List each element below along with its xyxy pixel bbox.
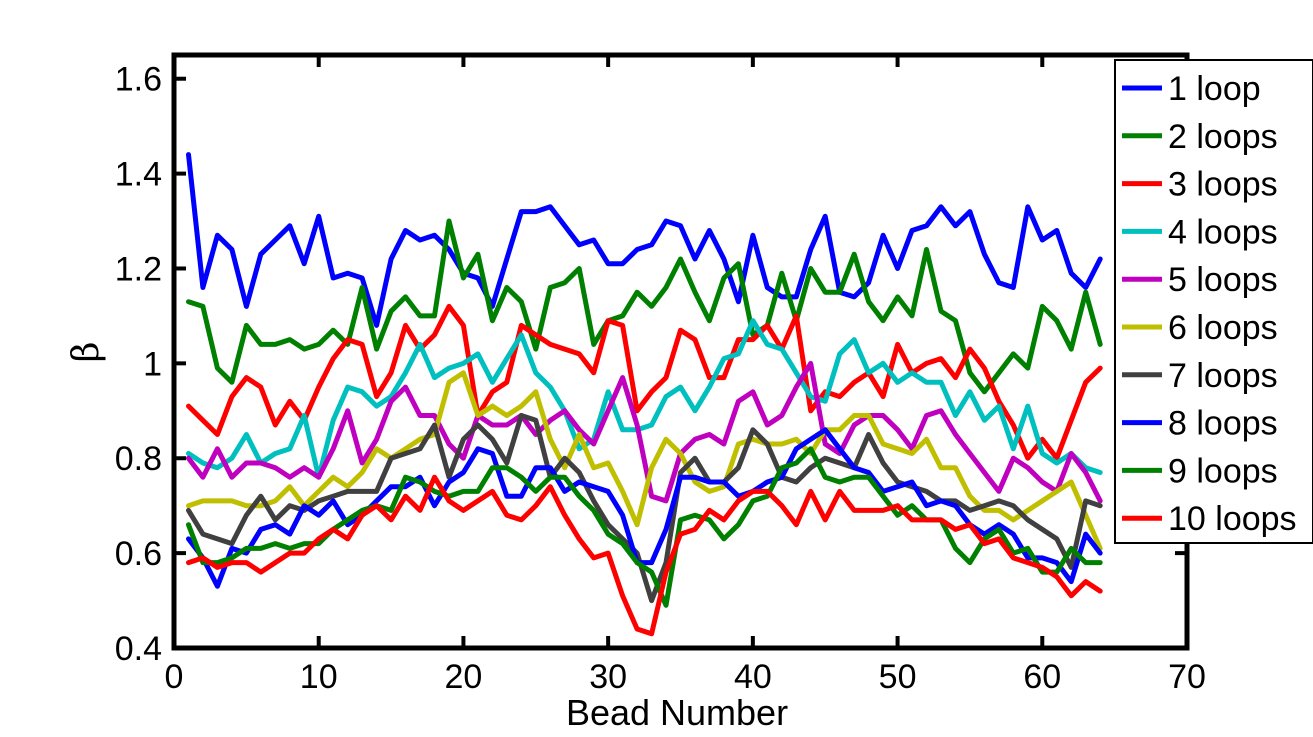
legend-label-7: 7 loops (1168, 357, 1278, 395)
x-tick-label: 50 (879, 658, 917, 696)
series-line-8 (186, 427, 1103, 589)
legend-label-5: 5 loops (1168, 261, 1278, 299)
y-tick-label: 1.6 (115, 61, 162, 99)
x-tick-label: 0 (165, 658, 184, 696)
legend-label-9: 9 loops (1168, 452, 1278, 490)
x-axis-label: Bead Number (566, 692, 788, 733)
tick-labels-layer: 0 10 20 30 40 50 60 70 0.4 0.6 0.8 1 1.2 1.4 1.6 (115, 61, 1206, 696)
x-tick-label: 40 (734, 658, 772, 696)
y-tick-label: 1 (143, 345, 162, 383)
legend-label-8: 8 loops (1168, 405, 1278, 443)
x-tick-label: 60 (1023, 658, 1061, 696)
y-axis-label: β (66, 342, 107, 363)
legend-box (1114, 59, 1313, 544)
series-line-6 (186, 370, 1103, 551)
series-line-1 (186, 152, 1103, 328)
y-tick-label: 1.2 (115, 250, 162, 288)
y-tick-label: 0.6 (115, 535, 162, 573)
series-line-4 (186, 318, 1103, 480)
x-tick-label: 70 (1168, 658, 1206, 696)
series-line-3 (186, 303, 1103, 461)
series-line-10 (186, 474, 1103, 637)
series-line-5 (186, 360, 1103, 504)
y-tick-label: 0.8 (115, 440, 162, 478)
legend-label-3: 3 loops (1168, 166, 1278, 204)
x-tick-label: 10 (300, 658, 338, 696)
legend-label-10: 10 loops (1168, 500, 1297, 538)
series-line-9 (186, 446, 1103, 608)
series-layer (186, 152, 1103, 637)
legend: 1 loop 2 loops 3 loops 4 loops 5 loops 6 loop… (1114, 59, 1313, 544)
legend-label-1: 1 loop (1168, 70, 1261, 108)
y-tick-label: 1.4 (115, 156, 162, 194)
legend-label-4: 4 loops (1168, 213, 1278, 251)
x-tick-label: 30 (589, 658, 627, 696)
legend-label-6: 6 loops (1168, 309, 1278, 347)
y-tick-label: 0.4 (115, 630, 162, 668)
series-line-2 (186, 218, 1103, 395)
legend-label-2: 2 loops (1168, 118, 1278, 156)
x-tick-label: 20 (445, 658, 483, 696)
